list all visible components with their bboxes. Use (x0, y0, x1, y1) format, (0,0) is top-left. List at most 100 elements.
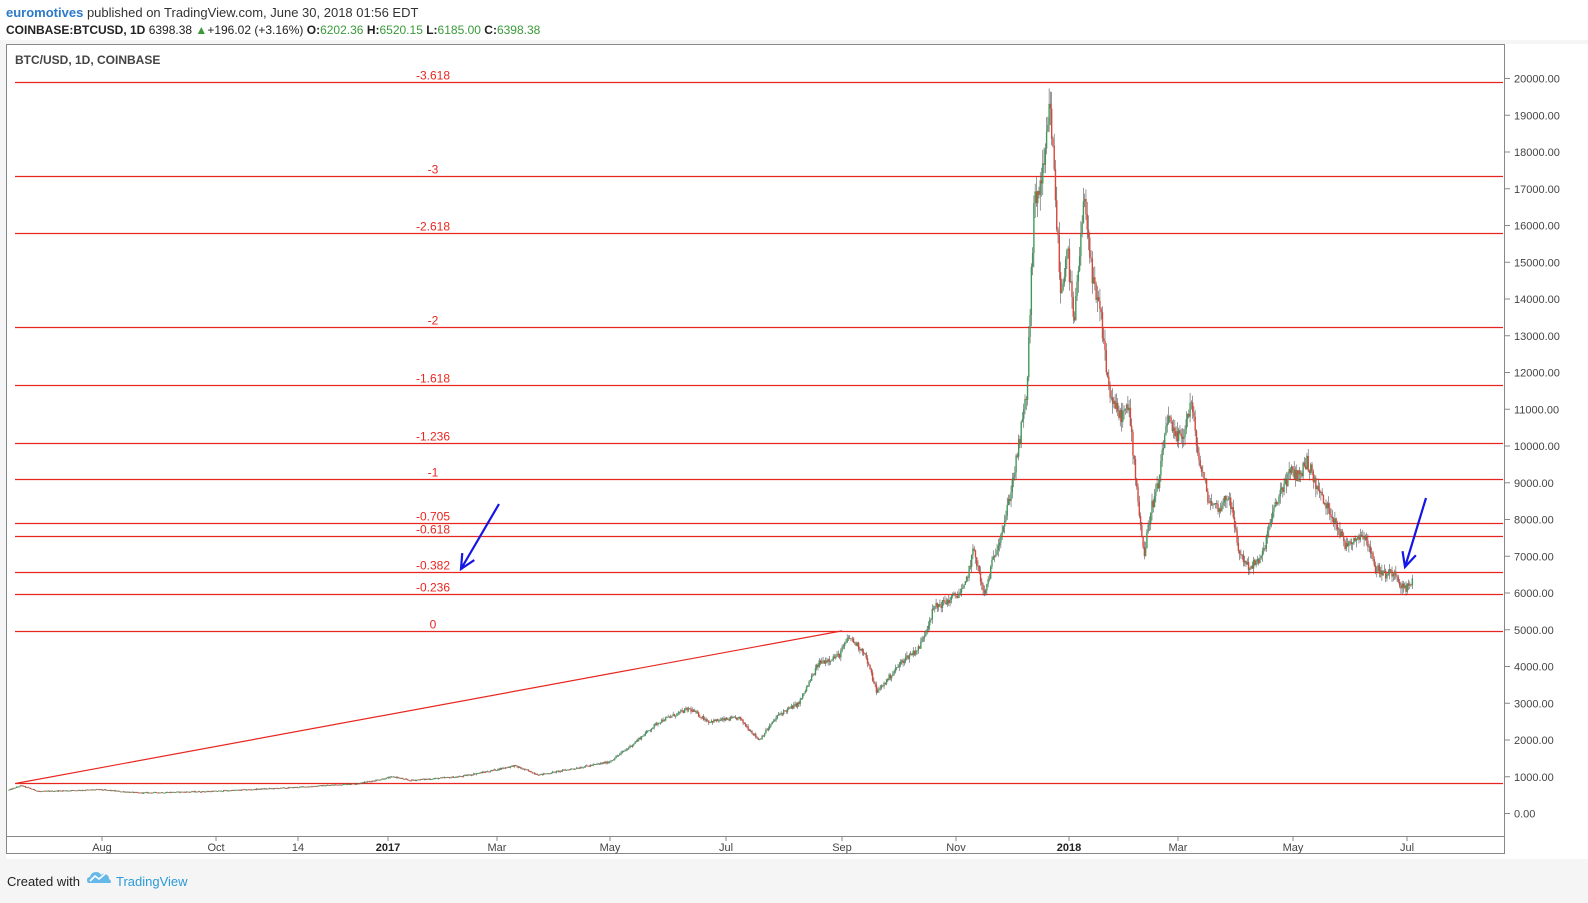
candle-body (863, 651, 865, 655)
candle-body (342, 784, 344, 785)
candle-body (267, 788, 269, 790)
candle-body (624, 750, 626, 752)
candle-body (73, 790, 75, 791)
candle-body (697, 712, 700, 717)
candle-body (272, 788, 274, 790)
candle-body (1327, 503, 1330, 509)
candle-body (26, 787, 28, 788)
candle-body (15, 786, 18, 788)
author-link[interactable]: euromotives (6, 5, 84, 20)
candle-body (1193, 412, 1195, 417)
candle-body (719, 719, 721, 721)
publish-line: euromotives published on TradingView.com… (6, 5, 418, 20)
candle-body (687, 708, 690, 711)
candle-body (803, 692, 805, 694)
candle-body (1162, 448, 1165, 451)
candle-body (813, 674, 815, 676)
candle-body (1185, 419, 1187, 430)
candle-body (291, 787, 293, 789)
y-tick-label: 15000.00 (1514, 257, 1560, 269)
candle-body (763, 733, 766, 736)
candle-body (1179, 430, 1181, 434)
candle-body (214, 790, 216, 792)
candle-body (584, 765, 587, 767)
candle-body (1236, 529, 1238, 543)
candle-body (1202, 471, 1204, 473)
candle-body (8, 789, 10, 791)
candle-body (554, 771, 556, 773)
candle-body (196, 791, 198, 793)
candle-body (236, 789, 239, 791)
candle-body (229, 790, 231, 792)
candle-body (61, 790, 64, 792)
candle-body (239, 790, 241, 791)
candle-body (282, 787, 285, 789)
candle-body (151, 792, 154, 794)
candle-body (680, 710, 682, 712)
tradingview-link[interactable]: TradingView (116, 874, 188, 889)
candle-body (12, 788, 14, 790)
candle-body (1020, 421, 1022, 444)
candle-body (1354, 538, 1356, 541)
candle-body (203, 791, 206, 793)
candle-body (1339, 528, 1341, 537)
candle-body (578, 768, 580, 769)
candle-body (1007, 498, 1010, 505)
candle-body (172, 791, 174, 793)
candle-body (1132, 432, 1134, 456)
candle-body (1078, 256, 1081, 271)
candle-body (855, 642, 857, 646)
candle-body (1011, 479, 1013, 493)
chart-panel[interactable]: BTC/USD, 1D, COINBASE -3.618 -3 -2.618 -2 -1… (6, 44, 1588, 859)
candle-body (140, 792, 142, 794)
candle-body (922, 637, 925, 639)
candle-body (972, 548, 974, 556)
y-tick-label: 3000.00 (1514, 698, 1554, 710)
candle-body (606, 761, 608, 764)
candle-body (1240, 553, 1242, 556)
candle-body (1025, 398, 1027, 400)
candle-body (1360, 534, 1363, 536)
candle-body (901, 660, 903, 662)
candle-body (1105, 350, 1107, 373)
candle-body (817, 664, 819, 667)
chart-svg[interactable]: BTC/USD, 1D, COINBASE -3.618 -3 -2.618 -2 -1… (6, 44, 1588, 859)
candle-body (211, 790, 213, 792)
candle-body (281, 787, 283, 789)
candle-body (558, 770, 560, 772)
candle-body (564, 769, 566, 771)
candle-body (676, 713, 678, 716)
candle-body (807, 685, 809, 688)
candle-body (405, 778, 408, 780)
x-axis-area (6, 836, 1505, 854)
candle-body (727, 719, 729, 721)
candle-body (1238, 550, 1241, 554)
publish-text: published on TradingView.com, June 30, 2… (86, 5, 419, 20)
candle-body (1219, 508, 1222, 512)
candle-body (550, 773, 552, 775)
candle-body (1321, 492, 1323, 496)
candle-body (1136, 479, 1138, 487)
tradingview-cloud-icon[interactable] (86, 868, 112, 888)
y-tick-label: 20000.00 (1514, 74, 1560, 86)
candle-body (97, 789, 99, 791)
candle-body (865, 653, 867, 659)
candle-body (504, 767, 507, 769)
candle-body (43, 790, 46, 792)
candle-body (1167, 416, 1170, 424)
candle-body (1095, 283, 1097, 300)
candle-body (958, 593, 960, 598)
candle-body (179, 791, 182, 793)
candle-body (1152, 500, 1154, 508)
candle-body (478, 773, 480, 774)
candle-body (925, 630, 927, 636)
candle-body (358, 783, 361, 785)
candle-body (1298, 470, 1301, 475)
candle-body (333, 784, 335, 786)
candle-body (963, 584, 965, 589)
candle-body (116, 790, 118, 792)
candle-body (154, 792, 156, 793)
candle-body (1293, 469, 1295, 479)
candle-body (145, 792, 147, 794)
candle-body (954, 593, 956, 596)
